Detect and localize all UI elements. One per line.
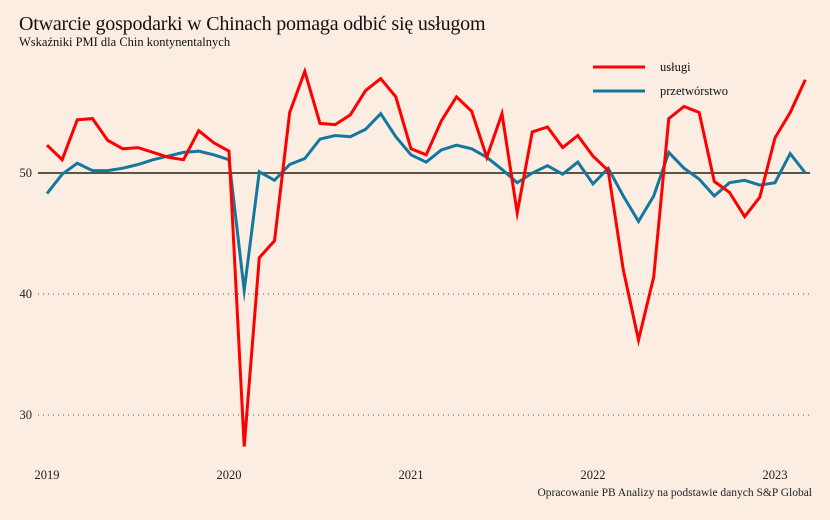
series-services [45, 66, 807, 447]
x-tick-label: 2019 [35, 468, 60, 482]
legend-label: przetwórstwo [660, 84, 728, 98]
legend-label: usługi [660, 60, 691, 74]
y-tick-label: 40 [20, 287, 33, 301]
source-note: Opracowanie PB Analizy na podstawie dany… [537, 487, 812, 499]
x-tick-label: 2021 [399, 468, 424, 482]
x-tick-label: 2023 [763, 468, 788, 482]
series-line [45, 66, 807, 447]
series-line [45, 111, 807, 303]
series-manufacturing [45, 111, 807, 303]
legend-item: przetwórstwo [593, 84, 728, 98]
x-axis-ticks: 2019 2020 2021 2022 2023 [35, 468, 788, 482]
legend: usługi przetwórstwo [593, 60, 728, 98]
legend-item: usługi [593, 60, 691, 74]
y-axis-ticks: 30 40 50 [20, 166, 33, 422]
x-tick-label: 2022 [581, 468, 606, 482]
series-lines [45, 66, 807, 447]
chart-title: Otwarcie gospodarki w Chinach pomaga odb… [19, 13, 486, 35]
y-tick-label: 30 [20, 408, 33, 422]
chart-subtitle: Wskaźniki PMI dla Chin kontynentalnych [19, 35, 231, 49]
x-tick-label: 2020 [217, 468, 242, 482]
gridlines [38, 172, 810, 416]
y-tick-label: 50 [20, 166, 33, 180]
